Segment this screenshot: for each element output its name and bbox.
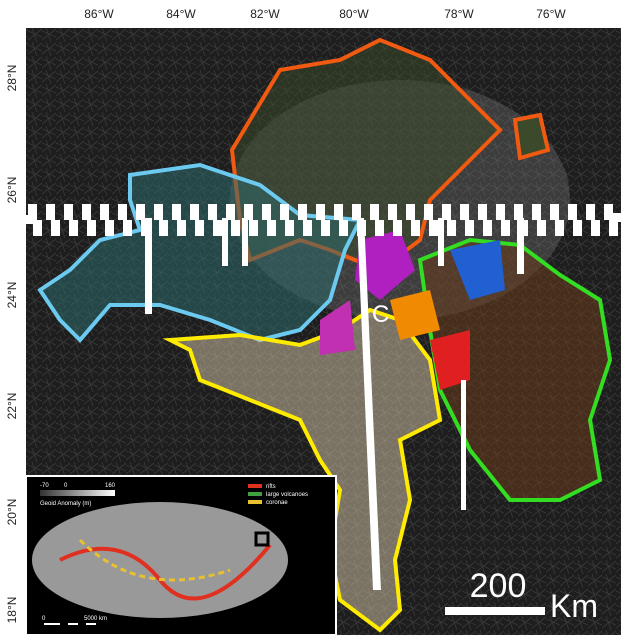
latitude-label: 18°N (5, 597, 19, 624)
colorbar-title: Geoid Anomaly (m) (40, 501, 91, 507)
longitude-label: 76°W (536, 7, 566, 21)
bar (242, 218, 248, 266)
scale-bar (445, 607, 545, 615)
scale-unit: Km (550, 588, 598, 624)
longitude-label: 82°W (250, 7, 280, 21)
colorbar-max: 160 (105, 483, 116, 489)
legend-swatch (248, 500, 262, 504)
colorbar (40, 490, 115, 496)
legend-label: rifts (266, 484, 276, 490)
longitude-label: 80°W (339, 7, 369, 21)
legend-label: large volcanoes (266, 492, 308, 498)
longitude-labels: 86°W 84°W 82°W 80°W 78°W 76°W (84, 7, 566, 21)
longitude-label: 86°W (84, 7, 114, 21)
longitude-label: 84°W (166, 7, 196, 21)
inset: -70 0 160 Geoid Anomaly (m) rifts large … (26, 476, 336, 635)
legend-swatch (248, 484, 262, 488)
scale-value: 200 (470, 567, 527, 605)
latitude-label: 24°N (5, 282, 19, 309)
latitude-label: 26°N (5, 177, 19, 204)
bar (222, 218, 228, 266)
latitude-label: 22°N (5, 393, 19, 420)
bar (145, 218, 152, 314)
latitude-label: 28°N (5, 65, 19, 92)
latitude-label: 20°N (5, 499, 19, 526)
orange-flow-small (515, 115, 548, 158)
legend-swatch (248, 492, 262, 496)
colorbar-min: -70 (40, 483, 49, 489)
latitude-labels: 28°N 26°N 24°N 22°N 20°N 18°N (5, 65, 19, 624)
feature-label: C (372, 301, 389, 328)
legend-label: coronae (266, 500, 288, 506)
globe (32, 502, 288, 618)
inset-scale-end: 5000 km (84, 616, 107, 622)
bar (517, 218, 524, 274)
page: C 200 Km 86°W 84°W 82°W 80°W 78°W 76°W 28°N 26… (0, 0, 621, 635)
longitude-label: 78°W (444, 7, 474, 21)
map-figure: C 200 Km 86°W 84°W 82°W 80°W 78°W 76°W 28°N 26… (0, 0, 621, 635)
bar (438, 218, 444, 266)
bar (461, 380, 466, 510)
